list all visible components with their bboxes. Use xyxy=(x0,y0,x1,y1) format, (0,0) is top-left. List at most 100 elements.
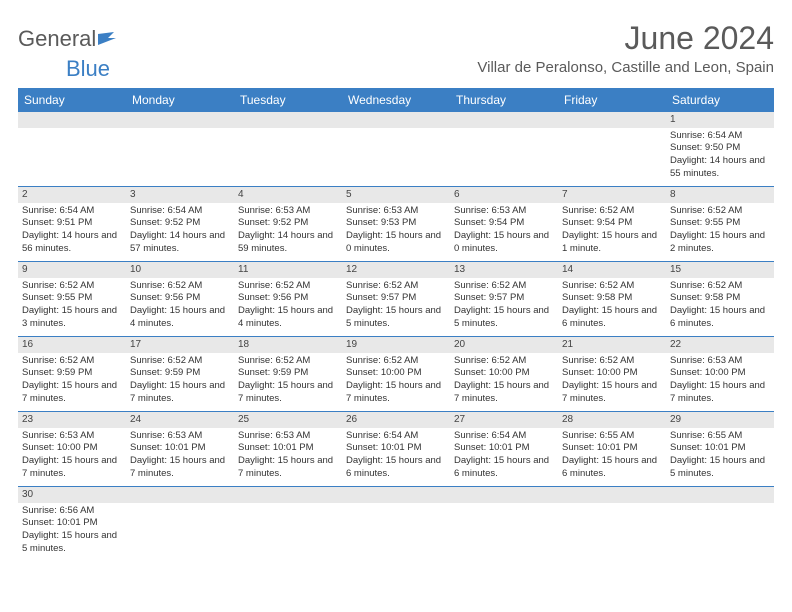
sunrise-text: Sunrise: 6:54 AM xyxy=(130,205,230,218)
daylight-text: Daylight: 15 hours and 6 minutes. xyxy=(562,305,662,331)
sunrise-text: Sunrise: 6:55 AM xyxy=(562,430,662,443)
day-number: 18 xyxy=(234,337,342,353)
sunrise-text: Sunrise: 6:53 AM xyxy=(454,205,554,218)
week-row: 30Sunrise: 6:56 AMSunset: 10:01 PMDaylig… xyxy=(18,487,774,561)
day-body: Sunrise: 6:54 AMSunset: 9:52 PMDaylight:… xyxy=(126,203,234,259)
day-cell: 9Sunrise: 6:52 AMSunset: 9:55 PMDaylight… xyxy=(18,262,126,336)
week-row: 23Sunrise: 6:53 AMSunset: 10:00 PMDaylig… xyxy=(18,412,774,487)
daylight-text: Daylight: 15 hours and 6 minutes. xyxy=(454,455,554,481)
weekday-header-row: Sunday Monday Tuesday Wednesday Thursday… xyxy=(18,88,774,112)
sunset-text: Sunset: 10:01 PM xyxy=(238,442,338,455)
day-body: Sunrise: 6:52 AMSunset: 9:54 PMDaylight:… xyxy=(558,203,666,259)
day-body: Sunrise: 6:52 AMSunset: 10:00 PMDaylight… xyxy=(450,353,558,409)
sunset-text: Sunset: 10:01 PM xyxy=(22,517,122,530)
empty-daynum-stripe xyxy=(450,487,558,503)
daylight-text: Daylight: 14 hours and 56 minutes. xyxy=(22,230,122,256)
daylight-text: Daylight: 15 hours and 4 minutes. xyxy=(238,305,338,331)
day-body: Sunrise: 6:52 AMSunset: 9:57 PMDaylight:… xyxy=(450,278,558,334)
day-body: Sunrise: 6:53 AMSunset: 9:53 PMDaylight:… xyxy=(342,203,450,259)
sunset-text: Sunset: 9:59 PM xyxy=(22,367,122,380)
empty-daynum-stripe xyxy=(342,112,450,128)
day-body: Sunrise: 6:52 AMSunset: 10:00 PMDaylight… xyxy=(558,353,666,409)
sunset-text: Sunset: 9:52 PM xyxy=(238,217,338,230)
day-cell: 15Sunrise: 6:52 AMSunset: 9:58 PMDayligh… xyxy=(666,262,774,336)
day-body: Sunrise: 6:55 AMSunset: 10:01 PMDaylight… xyxy=(666,428,774,484)
day-body: Sunrise: 6:52 AMSunset: 9:56 PMDaylight:… xyxy=(126,278,234,334)
day-cell: 22Sunrise: 6:53 AMSunset: 10:00 PMDaylig… xyxy=(666,337,774,411)
sunset-text: Sunset: 10:01 PM xyxy=(562,442,662,455)
daylight-text: Daylight: 15 hours and 5 minutes. xyxy=(454,305,554,331)
empty-cell xyxy=(126,487,234,561)
day-number: 28 xyxy=(558,412,666,428)
sunrise-text: Sunrise: 6:52 AM xyxy=(130,280,230,293)
empty-cell xyxy=(234,112,342,186)
weekday-header: Wednesday xyxy=(342,88,450,112)
day-cell: 21Sunrise: 6:52 AMSunset: 10:00 PMDaylig… xyxy=(558,337,666,411)
day-body: Sunrise: 6:52 AMSunset: 9:59 PMDaylight:… xyxy=(18,353,126,409)
daylight-text: Daylight: 14 hours and 59 minutes. xyxy=(238,230,338,256)
sunset-text: Sunset: 10:00 PM xyxy=(22,442,122,455)
sunrise-text: Sunrise: 6:52 AM xyxy=(562,280,662,293)
day-number: 13 xyxy=(450,262,558,278)
day-cell: 29Sunrise: 6:55 AMSunset: 10:01 PMDaylig… xyxy=(666,412,774,486)
week-row: 1Sunrise: 6:54 AMSunset: 9:50 PMDaylight… xyxy=(18,112,774,187)
empty-cell xyxy=(342,487,450,561)
sunrise-text: Sunrise: 6:54 AM xyxy=(454,430,554,443)
flag-icon xyxy=(98,26,120,52)
sunrise-text: Sunrise: 6:53 AM xyxy=(238,430,338,443)
daylight-text: Daylight: 15 hours and 7 minutes. xyxy=(562,380,662,406)
day-body: Sunrise: 6:52 AMSunset: 9:55 PMDaylight:… xyxy=(666,203,774,259)
location-subtitle: Villar de Peralonso, Castille and Leon, … xyxy=(477,59,774,76)
day-cell: 16Sunrise: 6:52 AMSunset: 9:59 PMDayligh… xyxy=(18,337,126,411)
sunrise-text: Sunrise: 6:54 AM xyxy=(346,430,446,443)
weekday-header: Sunday xyxy=(18,88,126,112)
day-number: 24 xyxy=(126,412,234,428)
day-number: 12 xyxy=(342,262,450,278)
day-cell: 20Sunrise: 6:52 AMSunset: 10:00 PMDaylig… xyxy=(450,337,558,411)
logo-word-1: General xyxy=(18,26,96,51)
daylight-text: Daylight: 15 hours and 0 minutes. xyxy=(454,230,554,256)
day-number: 6 xyxy=(450,187,558,203)
empty-daynum-stripe xyxy=(666,487,774,503)
logo-word-2: Blue xyxy=(66,56,110,81)
empty-daynum-stripe xyxy=(558,487,666,503)
day-body: Sunrise: 6:52 AMSunset: 9:56 PMDaylight:… xyxy=(234,278,342,334)
day-cell: 23Sunrise: 6:53 AMSunset: 10:00 PMDaylig… xyxy=(18,412,126,486)
month-title: June 2024 xyxy=(477,20,774,57)
daylight-text: Daylight: 15 hours and 6 minutes. xyxy=(670,305,770,331)
day-number: 14 xyxy=(558,262,666,278)
sunrise-text: Sunrise: 6:56 AM xyxy=(22,505,122,518)
day-number: 15 xyxy=(666,262,774,278)
calendar-grid: Sunday Monday Tuesday Wednesday Thursday… xyxy=(18,88,774,561)
empty-daynum-stripe xyxy=(342,487,450,503)
day-body: Sunrise: 6:52 AMSunset: 9:55 PMDaylight:… xyxy=(18,278,126,334)
day-cell: 17Sunrise: 6:52 AMSunset: 9:59 PMDayligh… xyxy=(126,337,234,411)
day-cell: 30Sunrise: 6:56 AMSunset: 10:01 PMDaylig… xyxy=(18,487,126,561)
daylight-text: Daylight: 15 hours and 7 minutes. xyxy=(346,380,446,406)
day-cell: 3Sunrise: 6:54 AMSunset: 9:52 PMDaylight… xyxy=(126,187,234,261)
day-number: 22 xyxy=(666,337,774,353)
calendar-page: General Blue June 2024 Villar de Peralons… xyxy=(0,0,792,571)
sunset-text: Sunset: 9:55 PM xyxy=(670,217,770,230)
day-body: Sunrise: 6:52 AMSunset: 9:58 PMDaylight:… xyxy=(558,278,666,334)
daylight-text: Daylight: 15 hours and 7 minutes. xyxy=(130,380,230,406)
day-cell: 11Sunrise: 6:52 AMSunset: 9:56 PMDayligh… xyxy=(234,262,342,336)
sunset-text: Sunset: 9:56 PM xyxy=(130,292,230,305)
day-cell: 13Sunrise: 6:52 AMSunset: 9:57 PMDayligh… xyxy=(450,262,558,336)
day-cell: 27Sunrise: 6:54 AMSunset: 10:01 PMDaylig… xyxy=(450,412,558,486)
day-body: Sunrise: 6:52 AMSunset: 9:57 PMDaylight:… xyxy=(342,278,450,334)
sunrise-text: Sunrise: 6:54 AM xyxy=(22,205,122,218)
logo-text: General Blue xyxy=(18,26,120,82)
daylight-text: Daylight: 14 hours and 55 minutes. xyxy=(670,155,770,181)
sunset-text: Sunset: 9:58 PM xyxy=(562,292,662,305)
sunset-text: Sunset: 9:57 PM xyxy=(454,292,554,305)
week-row: 2Sunrise: 6:54 AMSunset: 9:51 PMDaylight… xyxy=(18,187,774,262)
empty-daynum-stripe xyxy=(234,112,342,128)
day-cell: 10Sunrise: 6:52 AMSunset: 9:56 PMDayligh… xyxy=(126,262,234,336)
sunset-text: Sunset: 10:00 PM xyxy=(670,367,770,380)
daylight-text: Daylight: 15 hours and 0 minutes. xyxy=(346,230,446,256)
empty-cell xyxy=(234,487,342,561)
day-number: 26 xyxy=(342,412,450,428)
empty-cell xyxy=(342,112,450,186)
day-number: 27 xyxy=(450,412,558,428)
